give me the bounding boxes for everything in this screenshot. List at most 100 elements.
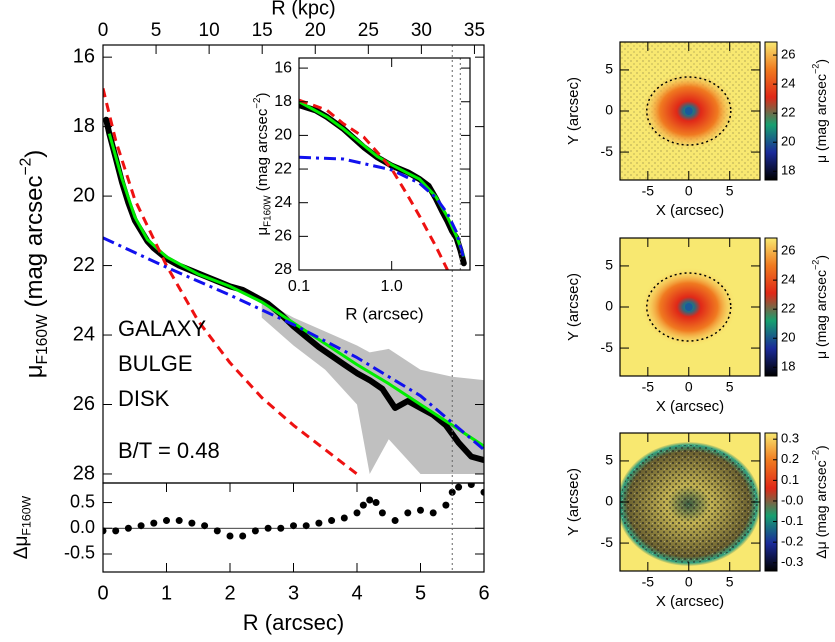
data-point (315, 519, 323, 527)
x2-tick-label: 10 (199, 20, 220, 41)
data-point (455, 483, 463, 491)
data-point (103, 527, 107, 535)
y-tick-label: 5 (605, 452, 613, 468)
colorbar-tick-label: 18 (781, 163, 795, 178)
colorbar-tick-label: 24 (781, 76, 795, 91)
data-point (328, 517, 336, 525)
residual-noise (620, 445, 758, 563)
data-point (213, 527, 221, 535)
colorbar-tick-label: 26 (781, 243, 795, 258)
x-tick-label: 5 (726, 379, 734, 395)
y-tick-label: -5 (601, 534, 614, 550)
y-tick-label: 0 (605, 493, 613, 509)
colorbar-tick-label: 20 (781, 330, 795, 345)
y-tick-label: 22 (274, 160, 292, 177)
label-part: (mag arcsec (254, 108, 271, 195)
label-part: ) (813, 255, 829, 260)
label-part: ) (21, 150, 48, 158)
model-line (103, 88, 358, 476)
x-axis-label: X (arcsec) (656, 398, 724, 415)
colorbar-tick-label: 0.3 (781, 431, 799, 446)
data-point (124, 524, 132, 532)
panel: 16 18 20 22 24 26 280.1 1.0 R (arcsec) (274, 57, 471, 323)
galaxy-core (684, 303, 693, 311)
data-point (277, 524, 285, 532)
colorbar (764, 432, 778, 572)
label-part: ) (813, 445, 829, 450)
x-tick-label: 6 (478, 582, 489, 604)
colorbar-tick-label: 20 (781, 134, 795, 149)
y-tick-label: 26 (274, 228, 292, 245)
label-part: −2 (252, 98, 263, 109)
data-point (163, 517, 170, 525)
axis-label: Δμ (mag arcsec−2) (811, 445, 829, 558)
x-tick-label: 1 (161, 582, 172, 604)
fit-aperture (646, 272, 732, 342)
data-point (251, 527, 259, 535)
x2-tick-label: 5 (151, 20, 162, 41)
plot-area (620, 238, 760, 376)
data-point (188, 519, 196, 527)
plot-area (103, 483, 484, 572)
axes-frame (298, 57, 471, 271)
label-part: −2 (811, 260, 821, 270)
data-point (290, 522, 297, 530)
x2-axis-label: R (kpc) (271, 0, 335, 19)
data-point (480, 488, 484, 496)
x-axis-label: R (arcsec) (345, 304, 423, 323)
x-tick-label: 3 (288, 582, 299, 604)
x-tick-label: 5 (726, 183, 734, 199)
y-tick-label: 22 (73, 254, 95, 276)
colorbar-tick-label: -0.3 (781, 554, 803, 569)
x-tick-label: 5 (415, 582, 426, 604)
data-point (404, 509, 412, 517)
x2-tick-label: 35 (464, 20, 485, 41)
x-tick-label: 0 (97, 582, 108, 604)
annotation: B/T = 0.48 (118, 438, 220, 463)
label-part: Δμ (813, 541, 829, 558)
data-point (302, 522, 310, 530)
data-point (353, 509, 361, 517)
data-point (201, 522, 209, 530)
profile-line (299, 155, 466, 259)
data-point (264, 524, 272, 532)
data-point (417, 506, 424, 514)
x2-tick-label: 0 (98, 20, 109, 41)
colorbar-tick-label: -0.1 (781, 513, 803, 528)
y-tick-label: 18 (274, 93, 292, 110)
data-point (448, 488, 456, 496)
colorbar (764, 41, 778, 181)
x-axis-label: X (arcsec) (656, 593, 724, 610)
profile-line (299, 98, 449, 270)
y-tick-label: 20 (73, 184, 95, 206)
legend-entry: DISK (118, 386, 170, 411)
axis-label: μ (mag arcsec−2) (811, 59, 829, 163)
colorbar-tick-label: 22 (781, 105, 795, 120)
y-tick-label: 5 (605, 61, 613, 77)
profile-line (299, 102, 467, 267)
y-axis-label: Y (arcsec) (565, 468, 582, 536)
label-part: (mag arcsec (813, 460, 829, 541)
label-part: F160W (20, 495, 34, 535)
label-part: μ (813, 155, 829, 163)
x-tick-label: 0 (685, 183, 693, 199)
legend-entry: GALAXY (118, 316, 206, 341)
model-line (107, 133, 484, 448)
y-tick-label: 0 (605, 102, 613, 118)
y-tick-label: 24 (73, 323, 95, 345)
label-part: Δμ (11, 536, 32, 560)
data-point (442, 501, 450, 509)
plot-area (103, 45, 484, 483)
data-point (175, 517, 183, 525)
label-part: F160W (34, 314, 51, 365)
plot-area (620, 42, 760, 180)
panel: 0.30.20.1-0.0-0.1-0.2-0.3-505-5 0 5X (arcs… (565, 431, 803, 610)
data-point (239, 532, 247, 540)
axis-label: μ (mag arcsec−2) (811, 255, 829, 359)
colorbar-tick-label: -0.2 (781, 534, 803, 549)
data-point (372, 499, 380, 507)
y-tick-label: 20 (274, 127, 292, 144)
x2-tick-label: 30 (411, 20, 432, 41)
